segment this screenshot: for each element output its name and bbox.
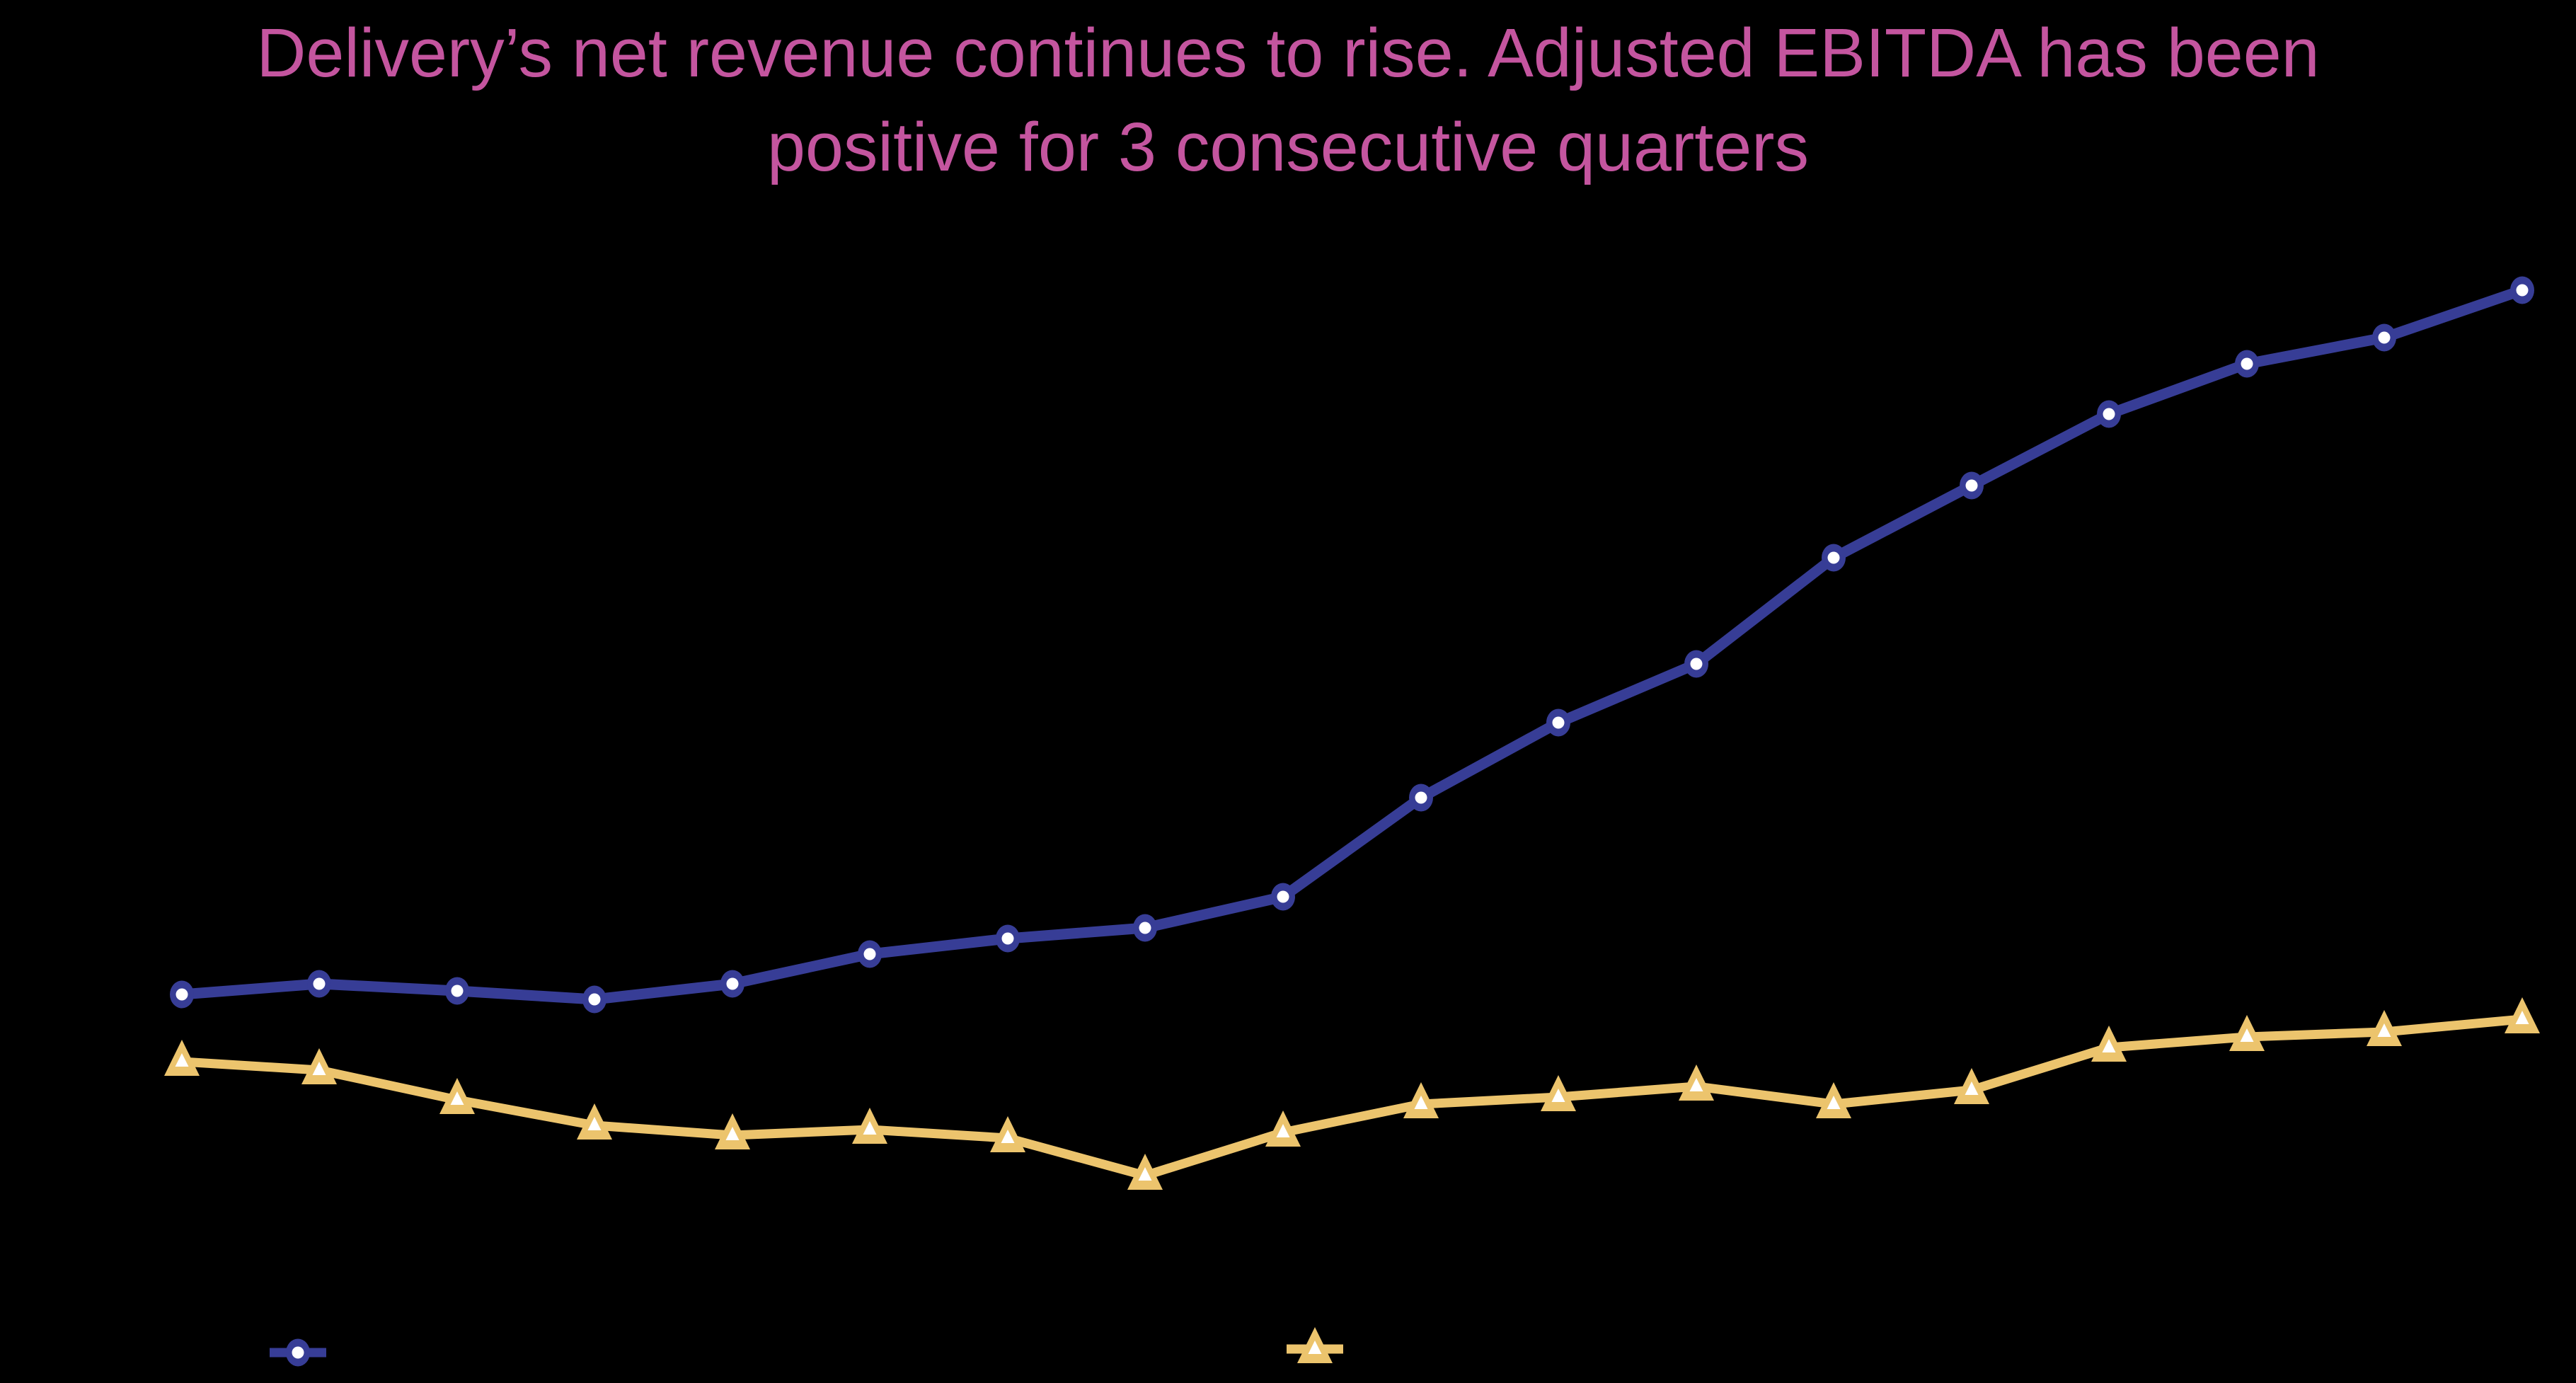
net-revenue-marker-center [1139, 922, 1151, 934]
adjusted-ebitda-marker-center [2515, 1011, 2529, 1024]
net-revenue-marker-center [2516, 284, 2529, 297]
net-revenue-marker-center [1690, 658, 1703, 670]
net-revenue-marker-center [1965, 479, 1978, 492]
adjusted-ebitda-marker-center [863, 1121, 877, 1135]
adjusted-ebitda-marker-center [1276, 1124, 1290, 1137]
net-revenue-marker-center [1001, 932, 1014, 945]
adjusted-ebitda-series [164, 997, 2540, 1190]
chart-title-line2: positive for 3 consecutive quarters [767, 108, 1809, 185]
adjusted-ebitda-marker-center [1414, 1096, 1428, 1109]
net-revenue-marker-center [1415, 791, 1427, 804]
net-revenue-marker-center [1552, 716, 1565, 729]
legend [270, 1327, 1343, 1367]
adjusted-ebitda-marker-center [1001, 1130, 1015, 1143]
net-revenue-marker-center [726, 977, 739, 990]
adjusted-ebitda-marker-center [587, 1117, 602, 1130]
net-revenue-series [170, 276, 2534, 1014]
chart-title: Delivery’s net revenue continues to rise… [0, 6, 2576, 194]
adjusted-ebitda-marker-center [2102, 1039, 2116, 1052]
adjusted-ebitda-marker-center [312, 1062, 326, 1075]
net-revenue-marker-center [451, 985, 464, 997]
adjusted-ebitda-marker-center [1689, 1078, 1703, 1091]
net-revenue-marker-center [588, 993, 601, 1006]
series-container [164, 276, 2540, 1190]
adjusted-ebitda-marker-center [1965, 1081, 1979, 1095]
net-revenue-line [181, 285, 2524, 1005]
net-revenue-marker-center [863, 948, 876, 960]
adjusted-ebitda-marker-center [725, 1127, 740, 1140]
net-revenue-marker-center [1827, 551, 1840, 564]
adjusted-ebitda-marker-center [2240, 1028, 2254, 1042]
adjusted-ebitda-marker-center [1138, 1167, 1152, 1181]
adjusted-ebitda-marker-center [1551, 1089, 1565, 1102]
net-revenue-marker-center [2241, 357, 2253, 370]
chart-title-line1: Delivery’s net revenue continues to rise… [256, 14, 2320, 91]
net-revenue-marker-center [2378, 331, 2391, 344]
adjusted-ebitda-marker-center [175, 1053, 189, 1067]
net-revenue-legend-marker-center [292, 1346, 304, 1359]
net-revenue-marker-center [1277, 890, 1289, 903]
adjusted-ebitda-marker-center [450, 1091, 464, 1105]
adjusted-ebitda-legend-marker-center [1308, 1341, 1322, 1354]
adjusted-ebitda-marker-center [1827, 1096, 1841, 1109]
net-revenue-marker-center [2103, 408, 2115, 420]
adjusted-ebitda-marker-center [2377, 1023, 2391, 1037]
net-revenue-marker-center [176, 988, 188, 1001]
net-revenue-marker-center [313, 977, 326, 990]
adjusted-ebitda-line [181, 1014, 2523, 1181]
